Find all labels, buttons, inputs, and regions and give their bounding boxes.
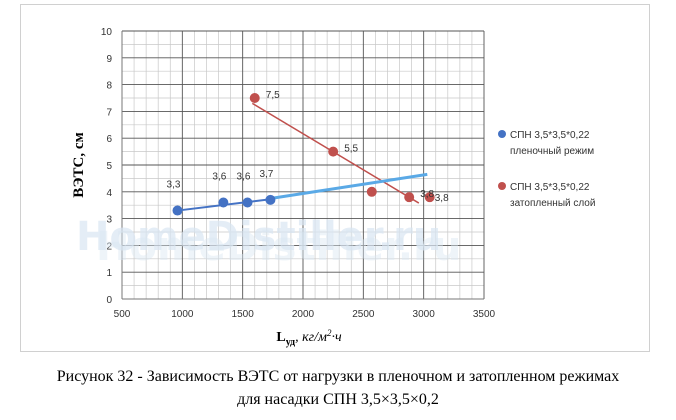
y-tick-label: 3: [106, 215, 112, 226]
chart-svg: 500 1000 1500 2000 2500 3000 3500012345678910 …: [71, 27, 595, 348]
legend-label-2-line1: СПН 3,5*3,5*0,22: [510, 182, 590, 193]
x-tick-label: 3500: [473, 309, 496, 320]
data-label-series-1: 3,7: [259, 169, 273, 180]
data-label-series-2: 3,8: [435, 193, 449, 204]
data-point-series-2: [366, 186, 377, 197]
data-label-series-2: 3,8: [420, 189, 434, 200]
legend: СПН 3,5*3,5*0,22 пленочный режим СПН 3,5*3…: [498, 130, 595, 209]
y-tick-label: 4: [106, 188, 112, 199]
y-tick-label: 0: [106, 295, 112, 306]
legend-label-1-line1: СПН 3,5*3,5*0,22: [510, 130, 590, 141]
extension-trendline: [270, 172, 428, 200]
data-point-series-1: [172, 205, 183, 216]
y-tick-label: 2: [106, 241, 112, 252]
axis-layer: 500 1000 1500 2000 2500 3000 3500 0 1 2 3 4 5 6 7 8 9 10: [101, 27, 496, 320]
labels-layer: 3,3 3,6 3,6 3,7 7,5 5,5 3,8 3,8: [167, 90, 450, 204]
y-axis-title: ВЭТС, см: [71, 132, 87, 197]
legend-label-2-line2: затопленный слой: [510, 198, 595, 209]
points-layer: [172, 93, 435, 216]
y-tick-label: 1: [106, 268, 112, 279]
y-tick-label: 6: [106, 134, 112, 145]
data-point-series-2: [249, 93, 260, 103]
legend-label-1-line2: пленочный режим: [510, 146, 594, 157]
y-tick-label: 10: [101, 27, 113, 38]
data-label-series-2: 5,5: [344, 144, 358, 155]
x-tick-label: 500: [114, 309, 131, 320]
data-label-series-1: 3,6: [237, 172, 251, 183]
data-label-series-1: 3,6: [212, 172, 226, 183]
y-tick-label: 9: [106, 54, 112, 65]
x-axis-title-main: L: [276, 330, 285, 345]
y-tick-label: 8: [106, 81, 112, 92]
legend-marker-2: [498, 182, 506, 190]
y-tick-label: 5: [106, 161, 112, 172]
data-label-series-1: 3,3: [167, 180, 181, 191]
figure-caption-line-1: Рисунок 32 - Зависимость ВЭТС от нагрузк…: [56, 368, 620, 385]
data-point-series-2: [424, 192, 435, 203]
watermark-text: HomeDistiller.ru: [76, 214, 441, 260]
x-tick-label: 1000: [171, 309, 194, 320]
x-tick-label: 3000: [413, 309, 436, 320]
x-tick-label: 2500: [352, 309, 375, 320]
x-axis-title-unit: , кг/м: [295, 330, 327, 345]
x-tick-label: 2000: [292, 309, 315, 320]
legend-marker-1: [498, 130, 506, 138]
x-axis-title-subscript: уд: [286, 337, 295, 348]
data-point-series-1: [218, 197, 229, 208]
data-point-series-2: [328, 146, 339, 157]
y-tick-label: 7: [106, 107, 112, 118]
data-point-series-1: [265, 194, 276, 205]
data-point-series-2: [404, 192, 415, 203]
data-point-series-1: [242, 197, 253, 208]
figure-caption-line-2: для насадки СПН 3,5×3,5×0,2: [237, 391, 439, 408]
data-label-series-2: 7,5: [266, 90, 280, 101]
watermark-text-shadow: HomeDistiller.ru: [96, 224, 461, 270]
x-axis-title-superscript: 2: [327, 328, 332, 338]
x-axis-title: Lуд, кг/м2·ч: [276, 328, 342, 348]
chart-frame: 500 1000 1500 2000 2500 3000 3500 0 1 2 3 4 5 6 7 8 9 10 …: [20, 4, 650, 352]
x-tick-label: 1500: [232, 309, 255, 320]
x-axis-title-tail: ·ч: [331, 330, 342, 345]
